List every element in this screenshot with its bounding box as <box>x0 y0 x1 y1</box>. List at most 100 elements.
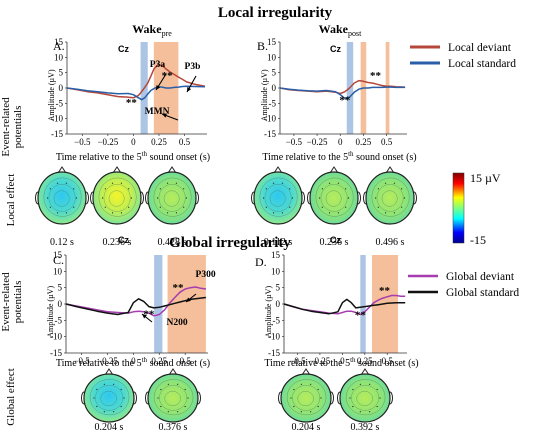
topomap-time-label: 0.376 s <box>159 422 188 433</box>
x-axis-label-sup: th <box>348 150 354 158</box>
y-tick-label: -15 <box>50 348 62 358</box>
condition-title: Wakepre <box>132 22 172 38</box>
channel-label: Cz <box>330 235 341 245</box>
x-tick-label: −0.5 <box>74 137 91 147</box>
row-label-local-effect: Local effect <box>5 174 17 227</box>
significance-band-blue <box>360 255 366 353</box>
row-label-erp-line1: Event-related <box>0 97 12 157</box>
topomap-local-pre: 0.12 s <box>35 166 89 248</box>
y-axis-label: Amplitude (µV) <box>47 69 56 121</box>
topomap-time-label: 0.428 s <box>158 237 187 248</box>
y-axis-label: Amplitude (µV) <box>260 69 269 121</box>
topomap-electrode <box>104 206 106 208</box>
legend-global-standard-label: Global standard <box>446 287 519 299</box>
global-irregularity-title: Global irregularity <box>169 235 291 251</box>
topomap-electrode <box>376 388 378 391</box>
x-axis-label: Time relative to the 5th sound onset (s) <box>264 356 418 369</box>
topomap-electrode <box>401 206 403 208</box>
x-axis-label-part: sound onset (s) <box>147 358 210 369</box>
topomap-electrode <box>345 188 347 190</box>
topomap-electrode <box>349 397 351 399</box>
topomap-electrode <box>272 182 275 184</box>
topomap-local-pre: 0.236 s <box>90 166 144 248</box>
x-axis-label: Time relative to the 5th sound onset (s) <box>56 356 210 369</box>
topomap-local-pre: 0.428 s <box>145 166 199 248</box>
topomap-contour <box>43 177 82 217</box>
y-tick-label: 5 <box>272 68 277 78</box>
topomap-contour <box>292 385 321 411</box>
topomap-global-pre: 0.376 s <box>145 368 201 433</box>
topomap-electrode <box>96 388 98 391</box>
topomap-local-post: 0.112 s <box>251 166 305 248</box>
topomap-electrode <box>359 411 361 413</box>
topomap-electrode <box>113 411 115 413</box>
topomap-head <box>147 373 199 423</box>
topomap-time-label: 0.112 s <box>264 237 293 248</box>
topomap-contour <box>264 184 292 212</box>
topomap-electrode <box>65 182 68 184</box>
topomap-electrode <box>183 188 185 190</box>
topomap-local-post: 0.496 s <box>363 166 417 248</box>
topomap-electrode <box>281 212 284 214</box>
topomap-electrode <box>160 388 162 391</box>
annotation-arrowhead <box>162 113 167 118</box>
topomap-electrode <box>310 383 312 385</box>
x-tick-label: −0.25 <box>307 137 328 147</box>
topomap-contour <box>164 391 181 407</box>
topomap-electrode <box>384 182 387 184</box>
topomap-electrode <box>120 405 122 408</box>
y-tick-label: 15 <box>53 250 63 260</box>
component-annotation: MMN <box>145 107 170 117</box>
topomap-electrode <box>167 383 169 385</box>
y-tick-label: 5 <box>276 283 281 293</box>
topomap-electrode <box>96 405 98 408</box>
series-line-local-standard <box>279 86 406 100</box>
topomap-time-label: 0.236 s <box>320 237 349 248</box>
topomap-contour <box>356 391 373 407</box>
x-axis-label-part: sound onset (s) <box>356 358 419 369</box>
row-label-erp-line1-global: Event-related <box>0 272 12 332</box>
row-label-global-effect: Global effect <box>5 368 17 426</box>
topomap-electrode <box>167 411 169 413</box>
local-irregularity-title: Local irregularity <box>218 5 333 21</box>
topomap-electrode <box>376 405 378 408</box>
topomap-contour <box>259 177 298 217</box>
topomap-contour <box>159 385 188 411</box>
y-tick-label: 10 <box>267 52 277 62</box>
topomap-contour <box>315 177 354 217</box>
series-line-local-deviant <box>66 63 206 99</box>
x-tick-label: 0.5 <box>180 356 192 366</box>
y-tick-label: 5 <box>58 283 63 293</box>
y-axis-label: Amplitude (µV) <box>46 286 55 338</box>
topomap-electrode <box>159 188 161 190</box>
topomap-head <box>83 373 135 423</box>
x-tick-label: −0.5 <box>286 137 303 147</box>
topomap-contour <box>351 385 380 411</box>
condition-title: Wakepost <box>319 22 362 38</box>
topomap-electrode <box>300 383 302 385</box>
x-tick-label: 0.25 <box>356 137 372 147</box>
topomap-contour <box>345 379 386 416</box>
colorbar <box>452 172 465 244</box>
series-line-global-deviant <box>65 286 207 317</box>
topomap-contour <box>381 190 398 207</box>
topomap-electrode <box>359 383 361 385</box>
condition-title-sub: pre <box>162 29 173 38</box>
topomap-electrode <box>103 383 105 385</box>
topomap-head <box>365 171 415 225</box>
channel-label: Cz <box>118 235 129 245</box>
x-axis-label-sup: th <box>350 356 356 364</box>
topomap-head <box>280 373 332 423</box>
topomap-head <box>92 171 142 225</box>
topomap-electrode <box>166 212 169 214</box>
topomap-time-label: 0.204 s <box>292 422 321 433</box>
erp-panel-a: 15 10 5 0 -5 -10 -15 −0.5 −0.25 0 0.25 0.5 Amplitude… <box>47 22 210 163</box>
x-axis-label: Time relative to the 5th sound onset (s) <box>262 150 416 163</box>
y-tick-label: 10 <box>53 266 63 276</box>
x-axis-label-sup: th <box>142 150 148 158</box>
topomap-electrode <box>289 188 291 190</box>
erp-panel-d: 15 10 5 0 -5 -10 -15 −0.5 −0.25 0 0.25 0.5 Amplitude… <box>255 235 419 369</box>
x-axis-label-part: Time relative to the 5 <box>262 152 348 163</box>
x-tick-label: 0.5 <box>381 137 393 147</box>
x-axis-label-part: Time relative to the 5 <box>264 358 350 369</box>
